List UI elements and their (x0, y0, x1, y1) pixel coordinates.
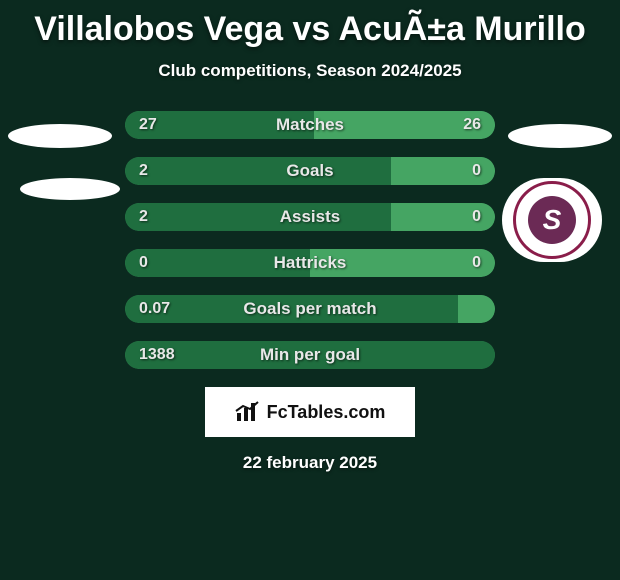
right-club-badge: S (502, 178, 602, 262)
stat-row: 00Hattricks (125, 249, 495, 277)
stat-row: 20Goals (125, 157, 495, 185)
left-team-marker-1 (8, 124, 112, 148)
right-team-marker-1 (508, 124, 612, 148)
club-badge-ring: S (513, 181, 591, 259)
stat-label: Matches (125, 111, 495, 139)
stats-container: 2726Matches 20Goals 20Assists 00Hattricks 0.… (125, 111, 495, 369)
brand-box: FcTables.com (205, 387, 415, 437)
stat-label: Assists (125, 203, 495, 231)
brand-chart-icon (235, 401, 261, 423)
date-label: 22 february 2025 (0, 453, 620, 473)
left-team-marker-2 (20, 178, 120, 200)
subtitle: Club competitions, Season 2024/2025 (0, 61, 620, 81)
stat-label: Goals per match (125, 295, 495, 323)
stat-row: 0.07Goals per match (125, 295, 495, 323)
club-badge-core: S (528, 196, 576, 244)
stat-label: Min per goal (125, 341, 495, 369)
stat-label: Hattricks (125, 249, 495, 277)
stat-row: 20Assists (125, 203, 495, 231)
stat-row: 2726Matches (125, 111, 495, 139)
stat-label: Goals (125, 157, 495, 185)
page-title: Villalobos Vega vs AcuÃ±a Murillo (0, 0, 620, 49)
brand-label: FcTables.com (267, 402, 386, 423)
stat-row: 1388Min per goal (125, 341, 495, 369)
